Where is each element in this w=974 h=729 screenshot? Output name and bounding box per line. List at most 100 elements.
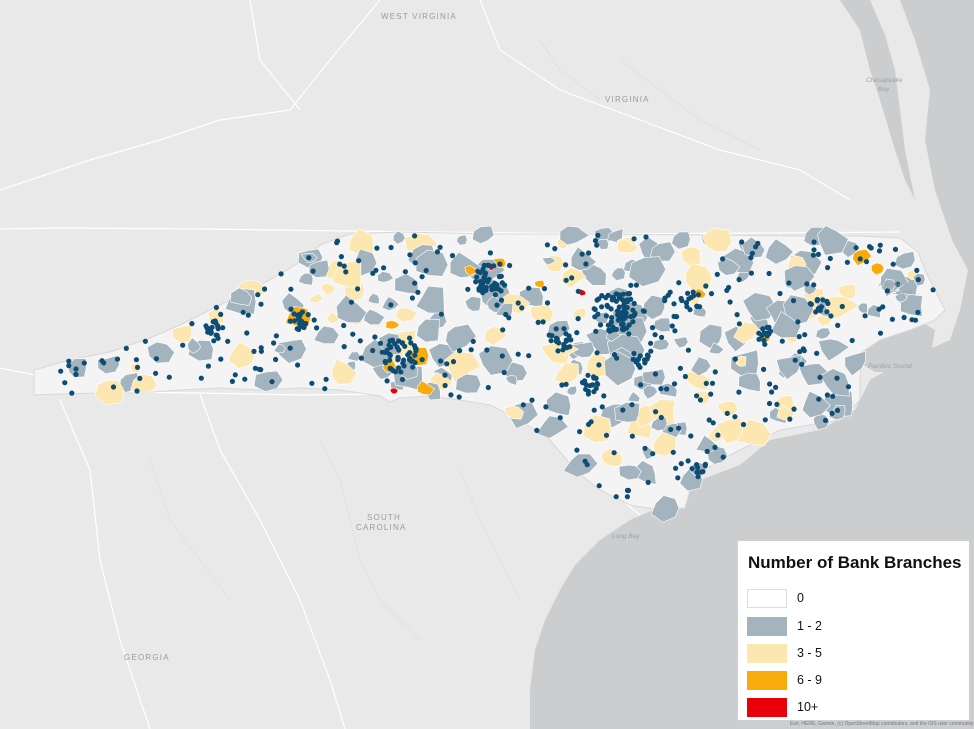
region-1-2 bbox=[335, 294, 368, 324]
branch-dot bbox=[930, 287, 936, 293]
branch-dot bbox=[787, 416, 793, 422]
branch-dot bbox=[357, 338, 363, 344]
branch-dot bbox=[544, 242, 551, 248]
branch-dot bbox=[133, 357, 139, 363]
branch-dot bbox=[442, 382, 448, 389]
branch-dot bbox=[198, 375, 204, 381]
branch-dot bbox=[799, 361, 805, 367]
branch-dot bbox=[708, 291, 715, 297]
rivers bbox=[149, 39, 761, 641]
branch-dot bbox=[756, 336, 762, 342]
legend-label-3-5: 3 - 5 bbox=[797, 646, 823, 660]
branch-dot bbox=[568, 337, 574, 343]
branch-dot bbox=[388, 302, 394, 308]
branch-dot bbox=[579, 379, 586, 386]
branch-dot bbox=[492, 280, 498, 286]
branch-dot bbox=[288, 286, 294, 292]
branch-dot bbox=[630, 319, 636, 325]
region-1-2 bbox=[603, 351, 636, 387]
region-6-9 bbox=[385, 319, 401, 330]
branch-dot bbox=[423, 267, 429, 274]
branch-dot bbox=[867, 244, 873, 250]
branch-dot bbox=[683, 300, 690, 306]
branch-dot bbox=[99, 358, 105, 364]
region-1-2 bbox=[628, 256, 667, 287]
branch-dot bbox=[825, 300, 831, 307]
branch-dot bbox=[205, 363, 211, 369]
branch-dot bbox=[258, 301, 264, 307]
branch-dot bbox=[839, 303, 845, 310]
branch-dot bbox=[482, 273, 488, 279]
branch-dot bbox=[232, 372, 238, 378]
region-1-2 bbox=[618, 464, 642, 481]
branch-dot bbox=[110, 384, 117, 390]
branch-dot bbox=[822, 417, 829, 423]
branch-dot bbox=[764, 333, 770, 339]
region-3-5 bbox=[681, 246, 701, 267]
branch-dot bbox=[877, 242, 883, 248]
region-1-2 bbox=[566, 385, 578, 396]
branch-dot bbox=[619, 297, 626, 303]
branch-dot bbox=[134, 364, 141, 370]
branch-dot bbox=[712, 444, 718, 450]
branch-dot bbox=[596, 296, 602, 302]
branch-dot bbox=[73, 366, 79, 372]
branch-dot bbox=[474, 274, 480, 280]
region-1-2 bbox=[313, 325, 340, 345]
branch-dot bbox=[605, 322, 612, 328]
branch-dot bbox=[398, 369, 404, 375]
branch-dot bbox=[287, 318, 293, 324]
branch-dot bbox=[208, 326, 214, 333]
branch-dot bbox=[587, 383, 593, 389]
branch-dot bbox=[820, 297, 826, 303]
branch-dot bbox=[299, 309, 306, 315]
label-south-carolina-2: CAROLINA bbox=[356, 523, 407, 532]
branch-dot bbox=[688, 294, 694, 300]
label-west-virginia: WEST VIRGINIA bbox=[381, 12, 457, 21]
region-1-2 bbox=[472, 225, 495, 245]
branch-dot bbox=[901, 314, 907, 321]
branch-dot bbox=[669, 323, 675, 329]
branch-dot bbox=[370, 347, 376, 354]
branch-dot bbox=[295, 362, 301, 368]
branch-dot bbox=[384, 378, 390, 384]
branch-dot bbox=[678, 461, 684, 467]
branch-dot bbox=[372, 334, 378, 340]
region-1-2 bbox=[651, 338, 670, 351]
branch-dot bbox=[766, 270, 772, 277]
region-1-2 bbox=[614, 401, 641, 423]
branch-dot bbox=[218, 356, 224, 362]
branch-dot bbox=[343, 269, 349, 275]
branch-dot bbox=[815, 251, 822, 257]
branch-dot bbox=[748, 270, 755, 276]
branch-dot bbox=[585, 391, 592, 397]
region-1-2 bbox=[650, 241, 676, 262]
region-1-2 bbox=[880, 278, 896, 293]
branch-dot bbox=[761, 366, 767, 372]
branch-dot bbox=[557, 415, 563, 421]
branch-dot bbox=[305, 312, 311, 318]
branch-dot bbox=[724, 287, 730, 293]
branch-dot bbox=[753, 244, 759, 250]
region-1-2 bbox=[815, 327, 831, 340]
region-1-2 bbox=[764, 238, 794, 265]
branch-dot bbox=[689, 466, 695, 472]
branch-dot bbox=[767, 381, 773, 387]
region-6-9 bbox=[417, 380, 435, 396]
branch-dot bbox=[559, 382, 565, 388]
branch-dot bbox=[736, 389, 742, 395]
branch-dot bbox=[638, 382, 644, 388]
branch-dot bbox=[629, 402, 635, 408]
region-3-5 bbox=[529, 305, 554, 325]
branch-dot bbox=[653, 409, 659, 415]
region-3-5 bbox=[553, 362, 580, 385]
branch-dot bbox=[811, 247, 817, 253]
branch-dot bbox=[624, 494, 631, 500]
region-1-2 bbox=[505, 375, 518, 386]
legend-swatch-10-plus bbox=[747, 697, 787, 717]
branch-dot bbox=[569, 275, 575, 281]
region-1-2 bbox=[187, 337, 202, 354]
branch-dot bbox=[396, 338, 402, 344]
branch-dot bbox=[314, 325, 320, 331]
